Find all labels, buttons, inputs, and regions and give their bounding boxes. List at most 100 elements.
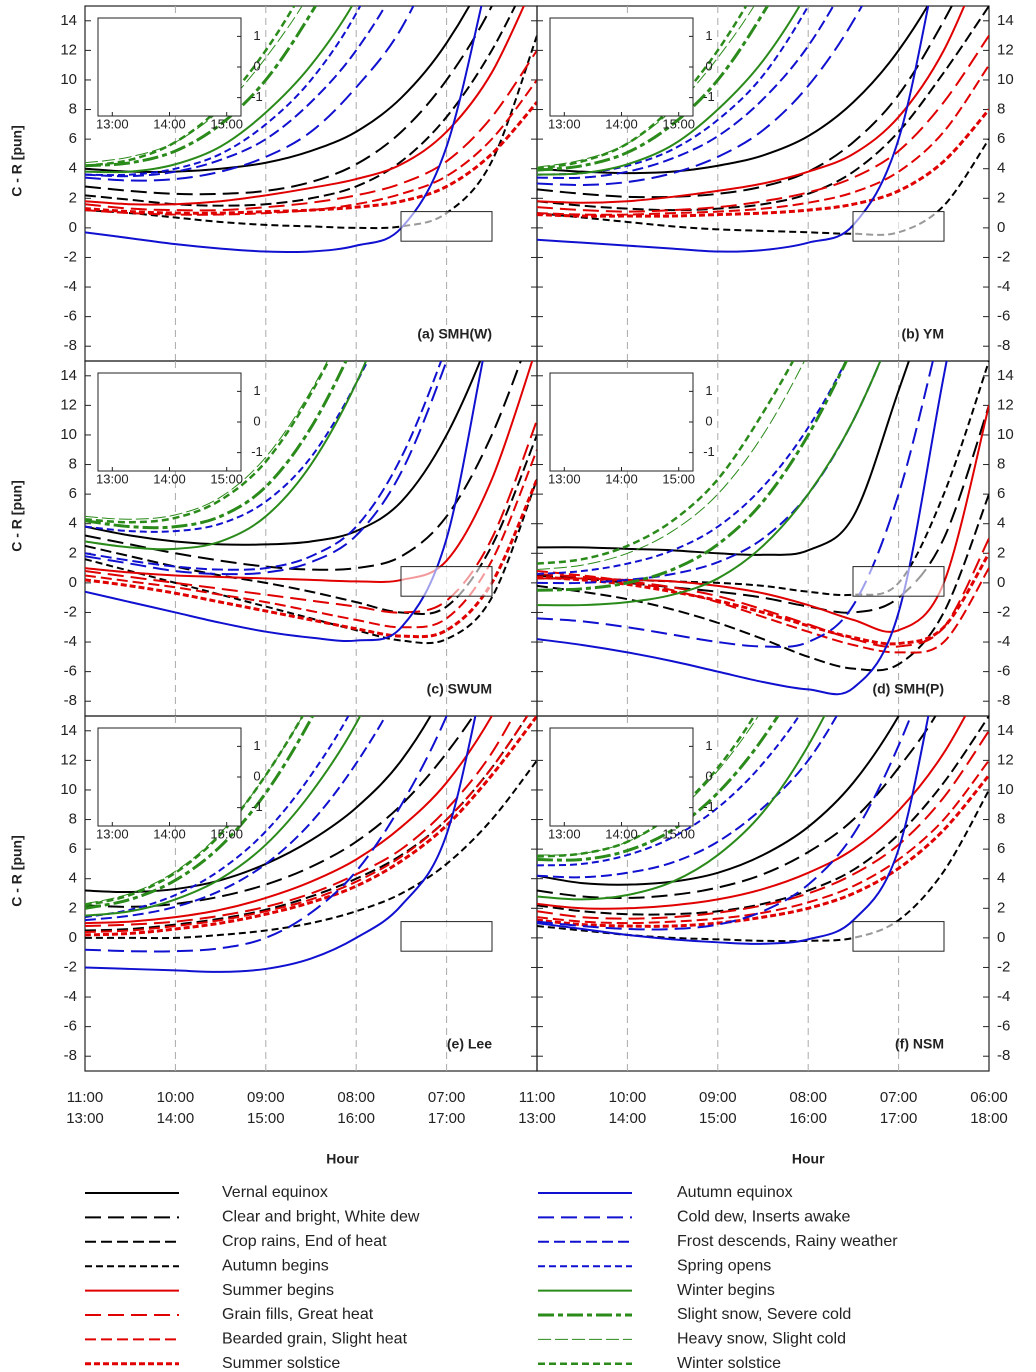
y-tick-label: 2 [69,189,77,206]
y-tick-label: 6 [997,840,1005,857]
series-line [537,6,953,199]
series-line [85,361,534,583]
legend-label: Summer begins [222,1282,334,1299]
series-line [85,6,362,177]
y-tick-label: -4 [64,633,77,650]
series-line [85,759,537,940]
series-line [537,716,967,910]
inset-x-tick-label: 15:00 [662,471,695,486]
series-line [85,361,448,576]
series-line [537,108,989,218]
series-line [537,361,910,556]
x-tick-label: 16:00 [789,1110,827,1127]
legend-label: Slight snow, Severe cold [677,1306,851,1323]
y-tick-label: -8 [64,1047,77,1064]
panel-title: (c) SWUM [427,681,492,697]
y-tick-label: -2 [997,958,1010,975]
series-line [537,6,801,176]
series-line [537,716,801,867]
y-tick-label: 0 [69,574,77,591]
series-line [537,716,826,901]
x-tick-label: 14:00 [157,1110,195,1127]
inset-x-tick-label: 13:00 [96,471,129,486]
series-line [85,434,537,615]
y-tick-label: -6 [64,663,77,680]
series-line [85,361,522,571]
zoom-box [852,211,945,242]
y-tick-label: -6 [64,308,77,325]
series-line [85,361,329,520]
panel-title: (d) SMH(P) [872,681,944,697]
series-line [537,6,770,172]
series-group [85,6,537,254]
series-line [537,6,930,253]
y-tick-label: -6 [997,663,1010,680]
y-tick-label: 12 [60,41,77,58]
x-tick-label: 15:00 [247,1110,285,1127]
y-tick-label: -8 [64,337,77,354]
y-axis-label: C - R [pun] [9,125,25,197]
y-tick-label: 6 [69,130,77,147]
x-tick-label: 17:00 [880,1110,918,1127]
series-line [85,716,362,917]
y-axis-label: C - R [pun] [9,480,25,552]
y-tick-label: 10 [997,781,1014,798]
y-tick-label: 10 [60,71,77,88]
series-line [85,101,537,215]
series-group [537,361,989,696]
y-tick-label: 14 [60,367,77,384]
panel-frame [536,715,990,1072]
series-line [537,361,805,571]
y-tick-label: 12 [997,41,1014,58]
x-tick-label: 11:00 [67,1089,103,1106]
y-tick-label: -4 [997,633,1010,650]
y-tick-label: 4 [69,515,77,532]
legend-label: Cold dew, Inserts awake [677,1209,851,1226]
series-line [537,361,948,696]
zoom-box [400,921,493,952]
y-tick-label: 2 [997,544,1005,561]
y-tick-label: -2 [64,603,77,620]
series-line [537,774,989,928]
series-line [85,716,493,925]
y-tick-label: 12 [997,751,1014,768]
inset-y-tick-label: -1 [251,799,263,814]
series-line [537,361,849,592]
series-line [537,361,882,585]
series-line [85,716,350,919]
series-line [85,361,348,530]
zoom-box [400,566,493,597]
series-line [537,6,810,176]
series-line [537,6,966,204]
y-tick-label: 12 [60,396,77,413]
series-line [537,552,989,646]
y-tick-label: -6 [997,1018,1010,1035]
x-axis-label: Hour [326,1151,359,1167]
y-tick-label: -8 [997,337,1010,354]
inset-frame [549,17,694,117]
x-tick-label: 13:00 [66,1110,104,1127]
inset-x-tick-label: 14:00 [153,116,186,131]
inset-x-tick-label: 14:00 [605,116,638,131]
series-line [537,759,989,925]
x-tick-label: 07:00 [880,1089,918,1106]
series-line [85,478,537,639]
series-line [85,419,537,614]
series-group [537,6,989,253]
y-tick-label: 8 [997,456,1005,473]
inset-frame [97,727,242,827]
y-tick-label: 6 [997,485,1005,502]
series-line [85,49,537,212]
series-line [85,6,493,196]
x-tick-label: 11:00 [519,1089,555,1106]
y-tick-label: -4 [64,278,77,295]
inset-y-tick-label: 0 [253,58,260,73]
y-tick-label: 0 [997,574,1005,591]
legend-label: Spring opens [677,1257,771,1274]
y-tick-label: 14 [60,12,77,29]
series-line [537,716,989,916]
x-tick-label: 16:00 [337,1110,375,1127]
series-line [537,493,989,672]
y-tick-label: -4 [997,278,1010,295]
